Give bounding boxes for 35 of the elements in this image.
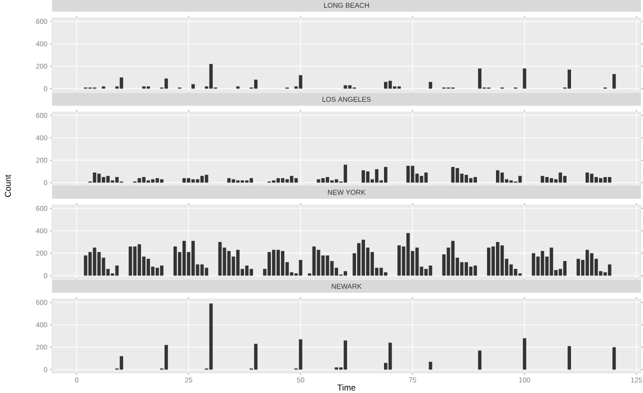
- bar: [550, 248, 554, 276]
- bar: [236, 86, 240, 89]
- bar: [608, 177, 612, 183]
- bar: [522, 338, 526, 370]
- bar: [406, 233, 410, 276]
- bar: [388, 342, 392, 370]
- bar: [612, 347, 616, 370]
- bar: [612, 74, 616, 89]
- bar: [298, 75, 302, 89]
- bar: [514, 268, 518, 276]
- bar: [406, 166, 410, 183]
- bar: [334, 367, 338, 370]
- bar: [196, 179, 200, 183]
- bar: [568, 346, 572, 370]
- x-axis-title: Time: [337, 384, 356, 391]
- bar: [142, 86, 146, 89]
- bar: [451, 166, 455, 183]
- bar: [298, 260, 302, 276]
- bar: [227, 250, 231, 276]
- bar: [532, 253, 536, 276]
- bar: [298, 339, 302, 370]
- bar: [334, 179, 338, 183]
- bar: [478, 350, 482, 370]
- bar: [397, 86, 401, 89]
- bar: [128, 246, 132, 276]
- bar: [97, 174, 101, 183]
- bar: [321, 178, 325, 183]
- bar: [344, 85, 348, 89]
- bar: [120, 356, 124, 370]
- bar: [294, 178, 298, 183]
- y-axis-title: Count: [4, 174, 11, 197]
- bar: [191, 84, 195, 89]
- bar: [608, 264, 612, 276]
- bar: [550, 178, 554, 183]
- bar: [227, 178, 231, 183]
